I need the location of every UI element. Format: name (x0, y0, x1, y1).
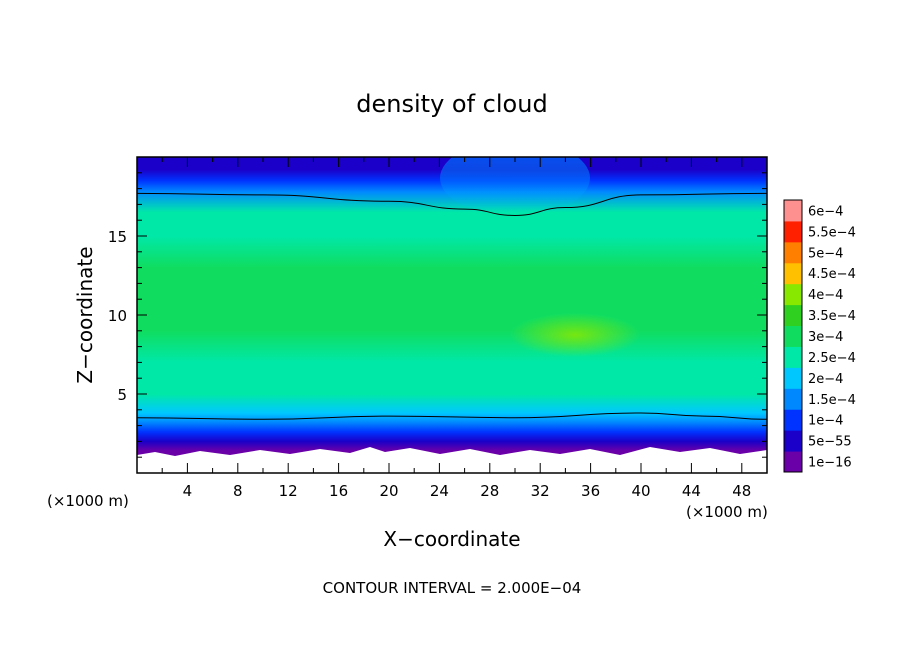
x-axis-label: X−coordinate (383, 527, 520, 551)
y-axis: 5 10 15 (108, 172, 767, 458)
colorbar-swatch (784, 325, 802, 347)
chart-title: density of cloud (356, 90, 547, 118)
colorbar-swatch (784, 262, 802, 285)
x-tick-label: 12 (279, 482, 298, 500)
colorbar-swatch (784, 220, 802, 243)
colorbar-label: 4e−4 (808, 288, 843, 303)
colorbar-label: 2e−4 (808, 372, 843, 387)
colorbar-swatch (784, 241, 802, 264)
x-tick-label: 16 (329, 482, 348, 500)
colorbar-label: 5e−4 (808, 246, 843, 261)
x-tick-label: 48 (732, 482, 751, 500)
y-axis-label: Z−coordinate (73, 246, 97, 383)
contour-line-upper (137, 192, 767, 216)
colorbar-label: 5.5e−4 (808, 225, 856, 240)
contour-line-lower (137, 412, 767, 420)
colorbar-swatch (784, 304, 802, 327)
x-tick-label: 36 (581, 482, 600, 500)
y-tick-label: 15 (108, 228, 127, 246)
x-tick-label: 8 (233, 482, 243, 500)
x-tick-label: 44 (682, 482, 701, 500)
x-tick-label: 32 (531, 482, 550, 500)
x-axis-unit-left: (×1000 m) (47, 492, 129, 510)
x-axis: 4 8 12 16 20 24 28 32 36 40 44 48 (161, 157, 751, 500)
colorbar-label: 5e−55 (808, 435, 852, 450)
colorbar-label: 2.5e−4 (808, 351, 856, 366)
density-maximum-region (510, 313, 640, 357)
colorbar: 1e−16 5e−55 1e−4 1.5e−4 2e−4 2.5e−4 3e−4 3.5e−4… (783, 199, 856, 473)
x-tick-label: 20 (379, 482, 398, 500)
density-field (137, 157, 767, 473)
x-axis-unit-right: (×1000 m) (686, 503, 768, 521)
colorbar-label: 3e−4 (808, 330, 843, 345)
colorbar-swatch (784, 283, 802, 306)
colorbar-swatch (784, 346, 802, 368)
colorbar-swatch (784, 200, 802, 222)
colorbar-swatch (784, 409, 802, 431)
contour-interval-note: CONTOUR INTERVAL = 2.000E−04 (323, 579, 582, 597)
colorbar-swatch (784, 367, 802, 389)
colorbar-label: 3.5e−4 (808, 309, 856, 324)
x-tick-label: 40 (631, 482, 650, 500)
y-tick-label: 5 (117, 386, 127, 404)
y-tick-label: 10 (108, 307, 127, 325)
colorbar-frame (783, 199, 803, 473)
x-tick-label: 28 (480, 482, 499, 500)
colorbar-label: 4.5e−4 (808, 267, 856, 282)
colorbar-label: 6e−4 (808, 204, 843, 219)
colorbar-label: 1e−4 (808, 414, 843, 429)
plot-area (137, 157, 767, 473)
x-tick-label: 24 (430, 482, 449, 500)
colorbar-swatch (784, 451, 802, 473)
upper-dip-region (440, 157, 590, 216)
colorbar-swatch (784, 388, 802, 410)
colorbar-swatch (784, 430, 802, 452)
colorbar-label: 1e−16 (808, 456, 852, 471)
colorbar-label: 1.5e−4 (808, 393, 856, 408)
lower-boundary-texture (137, 447, 767, 473)
x-tick-label: 4 (183, 482, 193, 500)
